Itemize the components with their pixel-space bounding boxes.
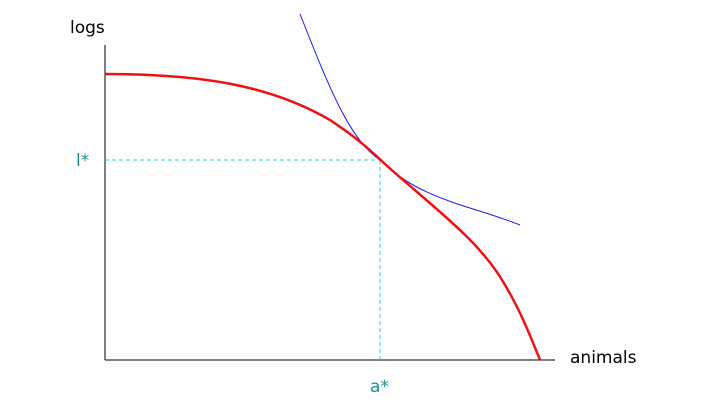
x-axis-label: animals: [570, 348, 637, 368]
l-star-label: l*: [76, 151, 89, 171]
y-axis-label: logs: [70, 18, 105, 38]
production-frontier: [104, 72, 542, 361]
a-star-label: a*: [370, 377, 389, 397]
